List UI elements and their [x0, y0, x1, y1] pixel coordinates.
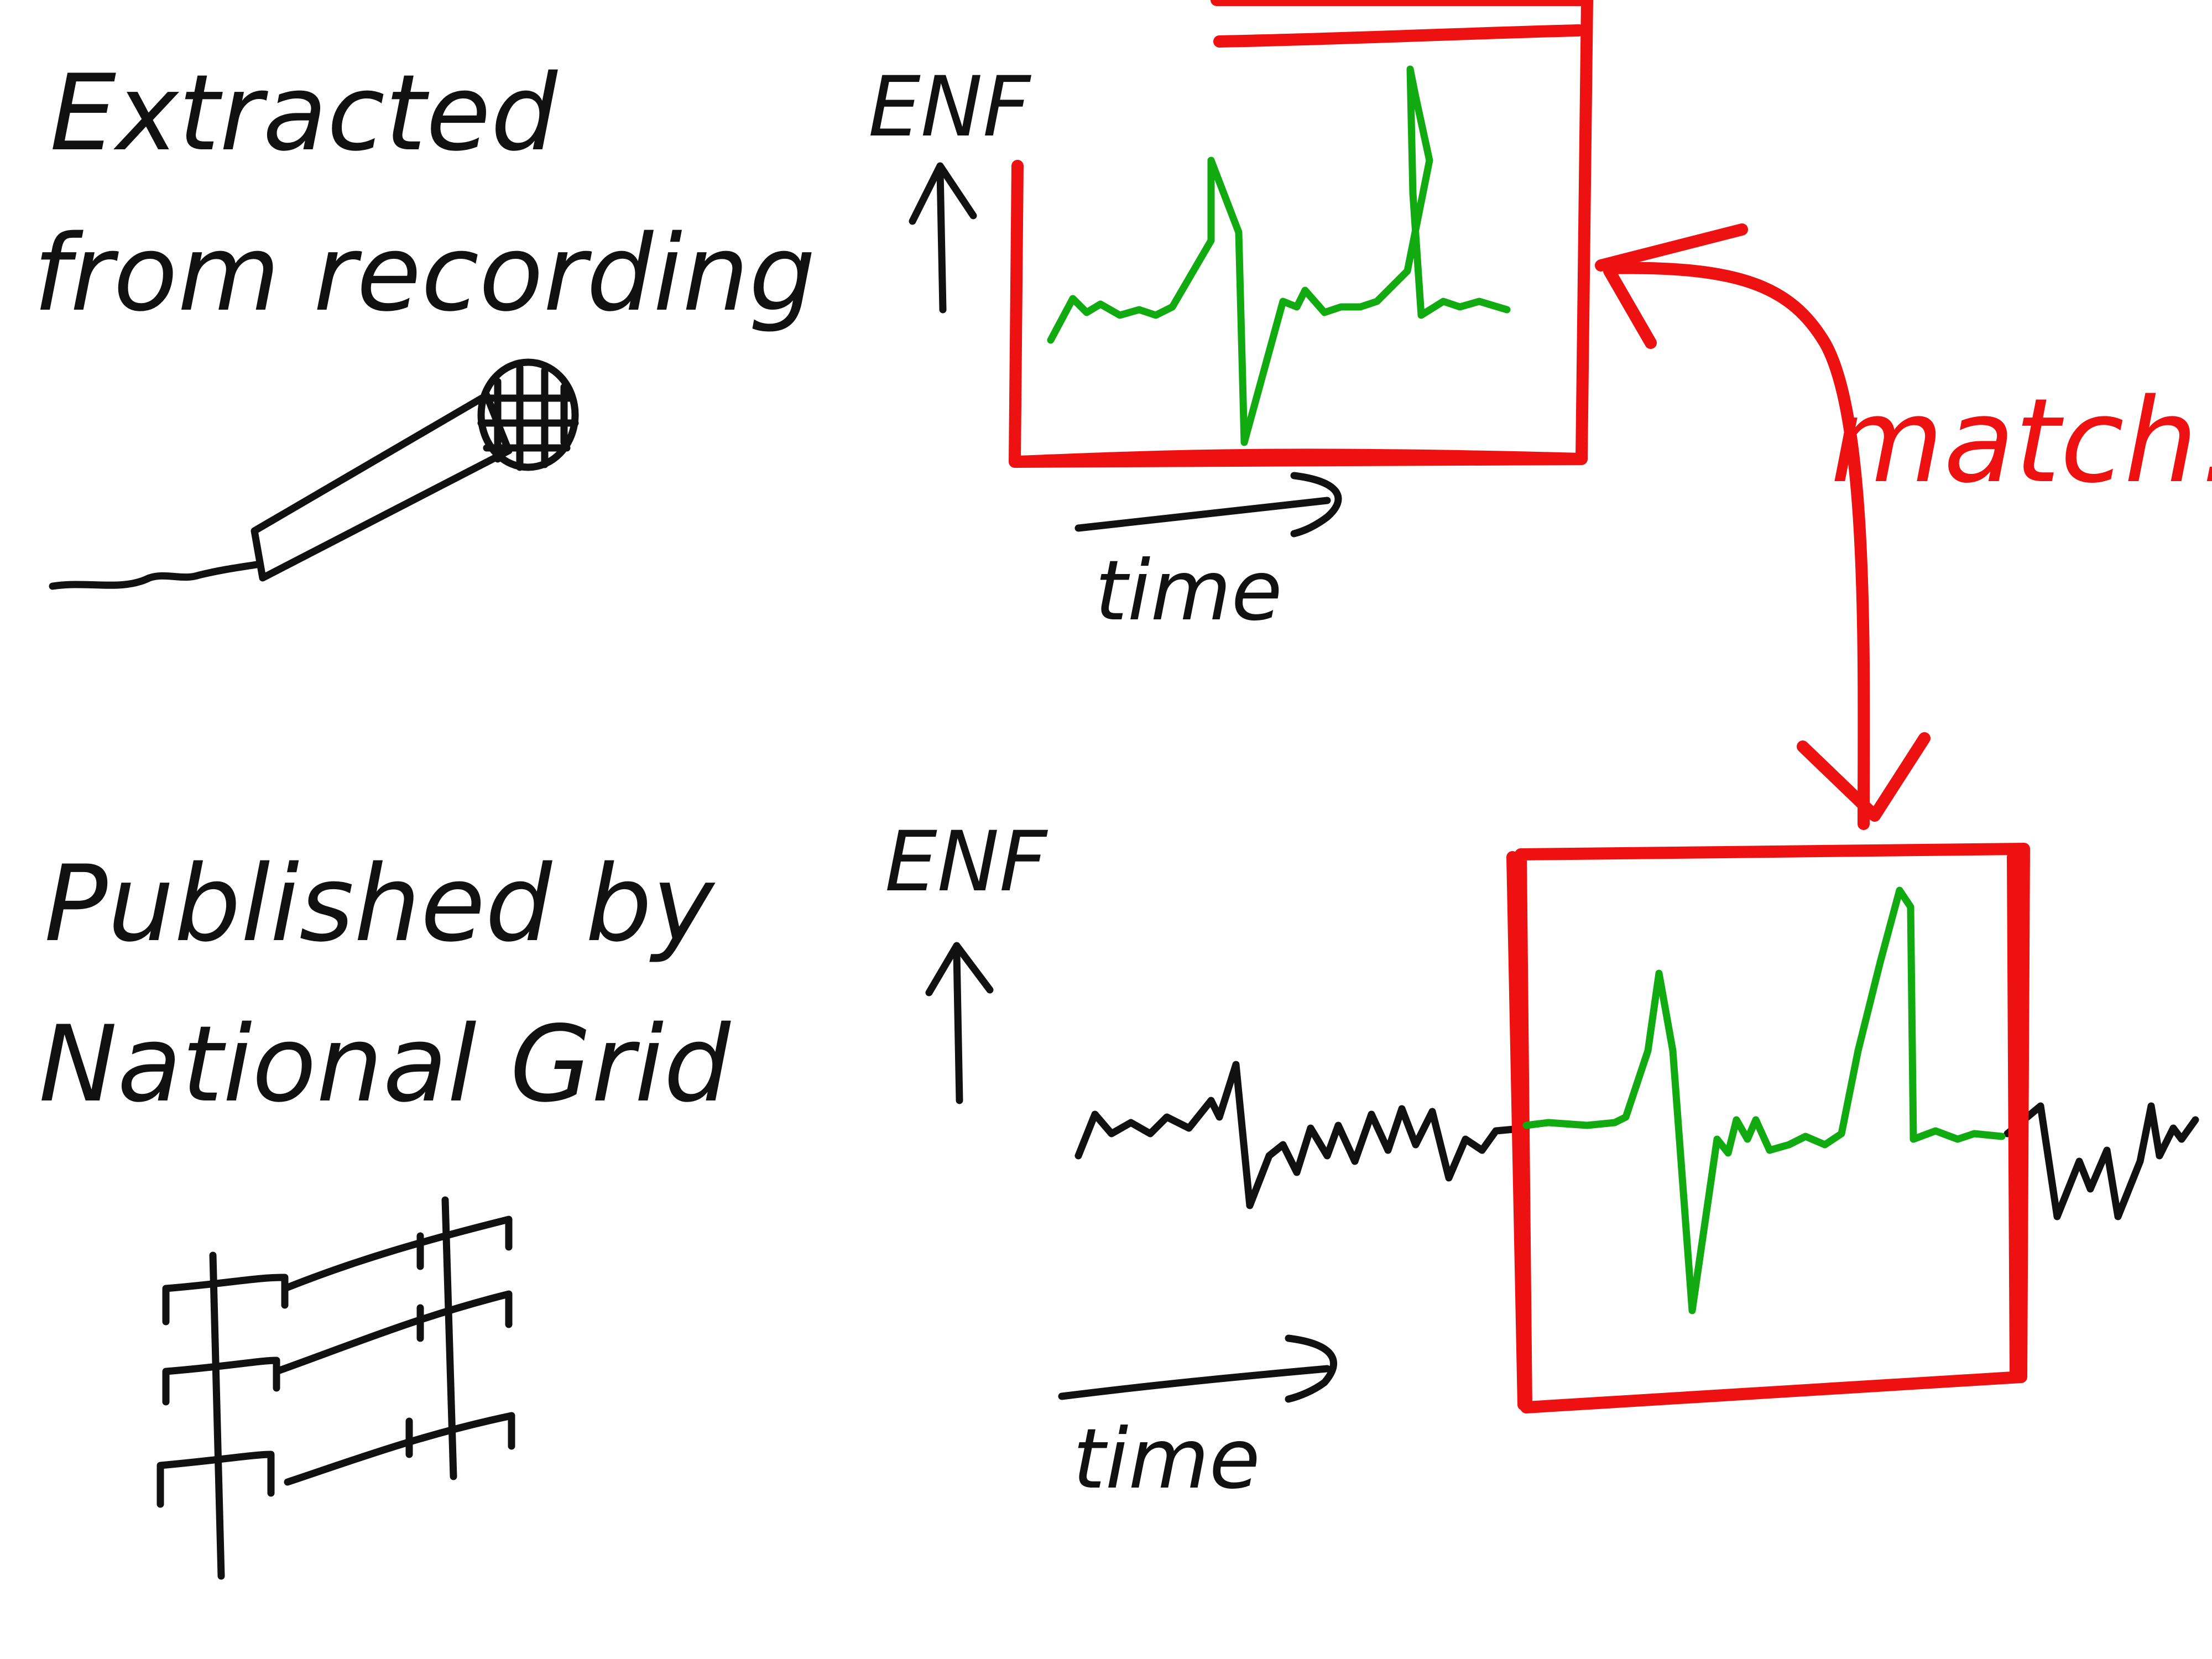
bottom-enf-signal-left	[1074, 1061, 1530, 1209]
match-arrow	[1595, 223, 1931, 830]
top-title-line1: Extracted	[50, 52, 558, 174]
bottom-title-line1: Published by	[44, 843, 716, 965]
bottom-enf-trace	[1522, 886, 2006, 1314]
top-enf-trace	[1047, 65, 1511, 446]
top-xlabel: time	[1095, 543, 1282, 639]
top-x-axis-arrow	[1074, 472, 1342, 538]
bottom-xlabel: time	[1073, 1411, 1260, 1507]
bottom-match-box	[1506, 843, 2030, 1413]
match-label: match!	[1830, 373, 2212, 509]
bottom-ylabel: ENF	[885, 814, 1048, 910]
microphone-icon	[49, 358, 579, 590]
bottom-enf-signal-right	[2004, 1102, 2199, 1220]
power-grid-icon	[156, 1196, 515, 1580]
top-title-line2: from recording	[33, 212, 816, 335]
top-ylabel: ENF	[868, 59, 1032, 155]
top-y-axis-arrow	[909, 162, 977, 314]
bottom-title-line2: National Grid	[39, 1003, 731, 1125]
bottom-x-axis-arrow	[1058, 1334, 1337, 1403]
bottom-y-axis-arrow	[925, 942, 994, 1104]
top-match-box	[1009, 0, 1593, 468]
